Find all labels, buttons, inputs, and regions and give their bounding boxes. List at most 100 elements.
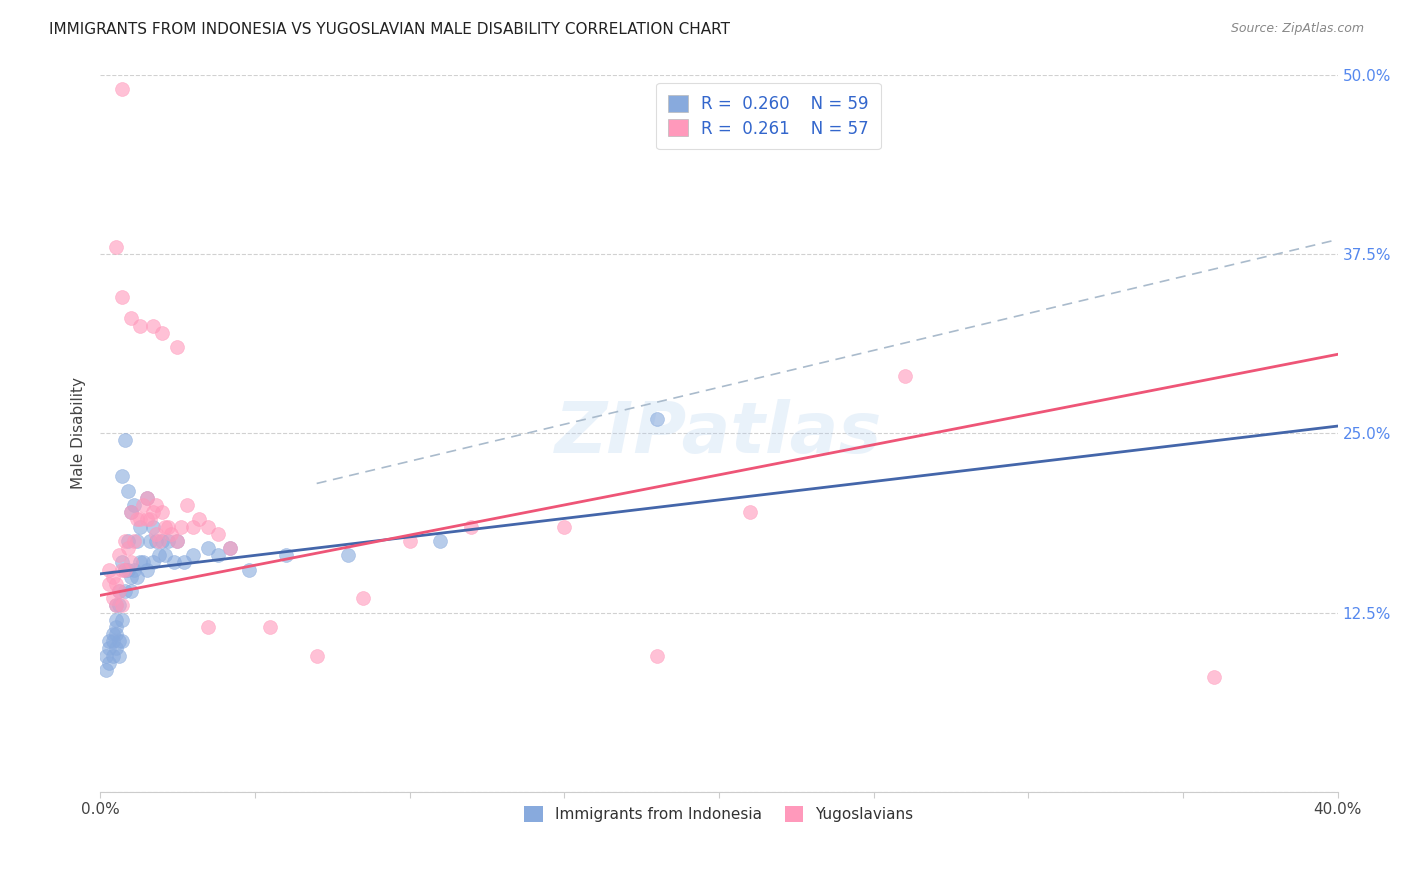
Point bbox=[104, 620, 127, 634]
Point bbox=[96, 663, 118, 677]
Point bbox=[111, 563, 134, 577]
Point bbox=[352, 591, 374, 606]
Point bbox=[98, 577, 121, 591]
Point bbox=[98, 563, 121, 577]
Point bbox=[129, 555, 152, 569]
Point bbox=[645, 648, 668, 663]
Point bbox=[219, 541, 242, 555]
Point bbox=[166, 533, 188, 548]
Point bbox=[145, 526, 167, 541]
Point bbox=[169, 519, 191, 533]
Point bbox=[111, 82, 134, 96]
Point bbox=[114, 434, 136, 448]
Point bbox=[238, 563, 260, 577]
Point bbox=[111, 290, 134, 304]
Point bbox=[107, 584, 129, 599]
Text: Source: ZipAtlas.com: Source: ZipAtlas.com bbox=[1230, 22, 1364, 36]
Point bbox=[114, 563, 136, 577]
Point bbox=[274, 548, 297, 562]
Point bbox=[114, 563, 136, 577]
Point bbox=[336, 548, 359, 562]
Point bbox=[107, 548, 129, 562]
Point bbox=[132, 498, 155, 512]
Point bbox=[163, 555, 186, 569]
Point bbox=[117, 533, 139, 548]
Point bbox=[135, 491, 157, 505]
Point bbox=[132, 555, 155, 569]
Point bbox=[127, 533, 149, 548]
Point bbox=[135, 563, 157, 577]
Point bbox=[101, 570, 124, 584]
Point bbox=[176, 498, 198, 512]
Point bbox=[150, 533, 173, 548]
Point bbox=[117, 483, 139, 498]
Point bbox=[98, 656, 121, 670]
Point bbox=[148, 548, 170, 562]
Point bbox=[120, 311, 142, 326]
Point bbox=[104, 627, 127, 641]
Point bbox=[120, 555, 142, 569]
Point bbox=[219, 541, 242, 555]
Point bbox=[166, 340, 188, 354]
Point bbox=[173, 555, 195, 569]
Point bbox=[738, 505, 761, 519]
Point bbox=[114, 533, 136, 548]
Point bbox=[429, 533, 451, 548]
Point bbox=[122, 533, 145, 548]
Point bbox=[142, 505, 165, 519]
Point bbox=[645, 412, 668, 426]
Point bbox=[96, 648, 118, 663]
Point bbox=[142, 519, 165, 533]
Point bbox=[104, 641, 127, 656]
Point bbox=[107, 599, 129, 613]
Point bbox=[145, 498, 167, 512]
Point bbox=[148, 533, 170, 548]
Point bbox=[145, 533, 167, 548]
Point bbox=[150, 326, 173, 340]
Point bbox=[117, 541, 139, 555]
Point bbox=[101, 634, 124, 648]
Point bbox=[553, 519, 575, 533]
Point bbox=[197, 519, 219, 533]
Point bbox=[129, 318, 152, 333]
Point bbox=[207, 548, 229, 562]
Point bbox=[101, 591, 124, 606]
Point bbox=[138, 512, 160, 526]
Point bbox=[122, 563, 145, 577]
Point bbox=[160, 526, 183, 541]
Legend: Immigrants from Indonesia, Yugoslavians: Immigrants from Indonesia, Yugoslavians bbox=[512, 794, 925, 835]
Point bbox=[460, 519, 482, 533]
Point bbox=[138, 533, 160, 548]
Point bbox=[111, 599, 134, 613]
Point bbox=[153, 519, 176, 533]
Point bbox=[181, 519, 204, 533]
Point bbox=[122, 498, 145, 512]
Text: ZIPatlas: ZIPatlas bbox=[555, 399, 883, 467]
Point bbox=[207, 526, 229, 541]
Point bbox=[120, 570, 142, 584]
Point bbox=[157, 533, 180, 548]
Point bbox=[104, 599, 127, 613]
Point bbox=[142, 555, 165, 569]
Point bbox=[127, 570, 149, 584]
Point bbox=[104, 577, 127, 591]
Point bbox=[197, 541, 219, 555]
Point bbox=[166, 533, 188, 548]
Point bbox=[111, 634, 134, 648]
Point bbox=[157, 519, 180, 533]
Point bbox=[104, 599, 127, 613]
Point bbox=[104, 240, 127, 254]
Point bbox=[120, 584, 142, 599]
Point bbox=[893, 368, 915, 383]
Point bbox=[153, 548, 176, 562]
Point bbox=[107, 584, 129, 599]
Point bbox=[129, 512, 152, 526]
Point bbox=[188, 512, 211, 526]
Point bbox=[117, 563, 139, 577]
Y-axis label: Male Disability: Male Disability bbox=[72, 377, 86, 489]
Point bbox=[305, 648, 328, 663]
Point bbox=[120, 505, 142, 519]
Point bbox=[111, 613, 134, 627]
Point bbox=[111, 555, 134, 569]
Point bbox=[197, 620, 219, 634]
